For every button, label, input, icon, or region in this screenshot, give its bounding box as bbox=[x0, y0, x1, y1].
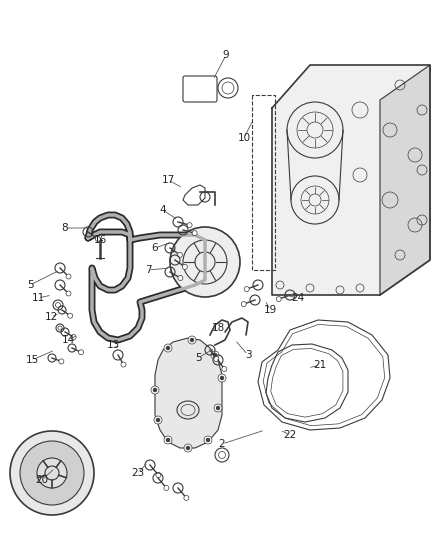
Circle shape bbox=[213, 353, 217, 357]
Circle shape bbox=[206, 438, 210, 442]
Circle shape bbox=[177, 253, 182, 257]
Circle shape bbox=[151, 386, 159, 394]
Circle shape bbox=[37, 458, 67, 488]
Circle shape bbox=[222, 367, 227, 372]
Circle shape bbox=[186, 446, 190, 450]
Text: 20: 20 bbox=[35, 475, 49, 485]
Circle shape bbox=[153, 388, 157, 392]
Circle shape bbox=[218, 374, 226, 382]
Circle shape bbox=[184, 444, 192, 452]
Text: 10: 10 bbox=[237, 133, 251, 143]
Circle shape bbox=[244, 287, 249, 292]
Circle shape bbox=[220, 376, 224, 380]
Circle shape bbox=[164, 436, 172, 444]
Text: 18: 18 bbox=[212, 323, 225, 333]
Text: 13: 13 bbox=[106, 340, 120, 350]
Text: 24: 24 bbox=[291, 293, 304, 303]
Text: 23: 23 bbox=[131, 468, 145, 478]
Text: 21: 21 bbox=[313, 360, 327, 370]
Text: 22: 22 bbox=[283, 430, 297, 440]
Circle shape bbox=[164, 486, 169, 490]
Text: 15: 15 bbox=[25, 355, 39, 365]
Circle shape bbox=[216, 406, 220, 410]
Polygon shape bbox=[272, 65, 430, 295]
Circle shape bbox=[10, 431, 94, 515]
Text: 11: 11 bbox=[32, 293, 45, 303]
Polygon shape bbox=[380, 65, 430, 295]
Circle shape bbox=[184, 496, 189, 500]
Circle shape bbox=[188, 336, 196, 344]
Text: 5: 5 bbox=[27, 280, 33, 290]
Circle shape bbox=[59, 359, 64, 364]
Text: 4: 4 bbox=[160, 205, 166, 215]
Text: 8: 8 bbox=[62, 223, 68, 233]
Circle shape bbox=[190, 338, 194, 342]
Circle shape bbox=[164, 344, 172, 352]
Circle shape bbox=[170, 227, 240, 297]
Circle shape bbox=[156, 418, 160, 422]
Text: 7: 7 bbox=[145, 265, 151, 275]
Circle shape bbox=[187, 223, 192, 228]
Circle shape bbox=[241, 302, 246, 306]
Text: 9: 9 bbox=[223, 50, 230, 60]
Circle shape bbox=[154, 416, 162, 424]
Text: 19: 19 bbox=[263, 305, 277, 315]
Circle shape bbox=[71, 335, 76, 340]
Circle shape bbox=[78, 350, 84, 355]
Circle shape bbox=[156, 472, 161, 478]
Circle shape bbox=[214, 404, 222, 412]
Circle shape bbox=[20, 441, 84, 505]
Circle shape bbox=[182, 264, 187, 269]
Circle shape bbox=[166, 346, 170, 350]
Text: 6: 6 bbox=[152, 243, 158, 253]
Text: 5: 5 bbox=[194, 353, 201, 363]
Circle shape bbox=[95, 236, 100, 241]
Text: 17: 17 bbox=[161, 175, 175, 185]
Circle shape bbox=[276, 296, 281, 302]
Text: 2: 2 bbox=[219, 439, 225, 449]
Circle shape bbox=[214, 357, 219, 361]
Text: 14: 14 bbox=[61, 335, 74, 345]
Circle shape bbox=[166, 438, 170, 442]
Polygon shape bbox=[155, 338, 222, 448]
Circle shape bbox=[178, 276, 183, 280]
Circle shape bbox=[68, 313, 73, 318]
Circle shape bbox=[204, 436, 212, 444]
Circle shape bbox=[66, 274, 71, 279]
Text: 3: 3 bbox=[245, 350, 251, 360]
Circle shape bbox=[121, 362, 126, 367]
Circle shape bbox=[192, 231, 197, 236]
Circle shape bbox=[211, 351, 219, 359]
Circle shape bbox=[66, 291, 71, 296]
Text: 16: 16 bbox=[93, 235, 106, 245]
Text: 12: 12 bbox=[44, 312, 58, 322]
